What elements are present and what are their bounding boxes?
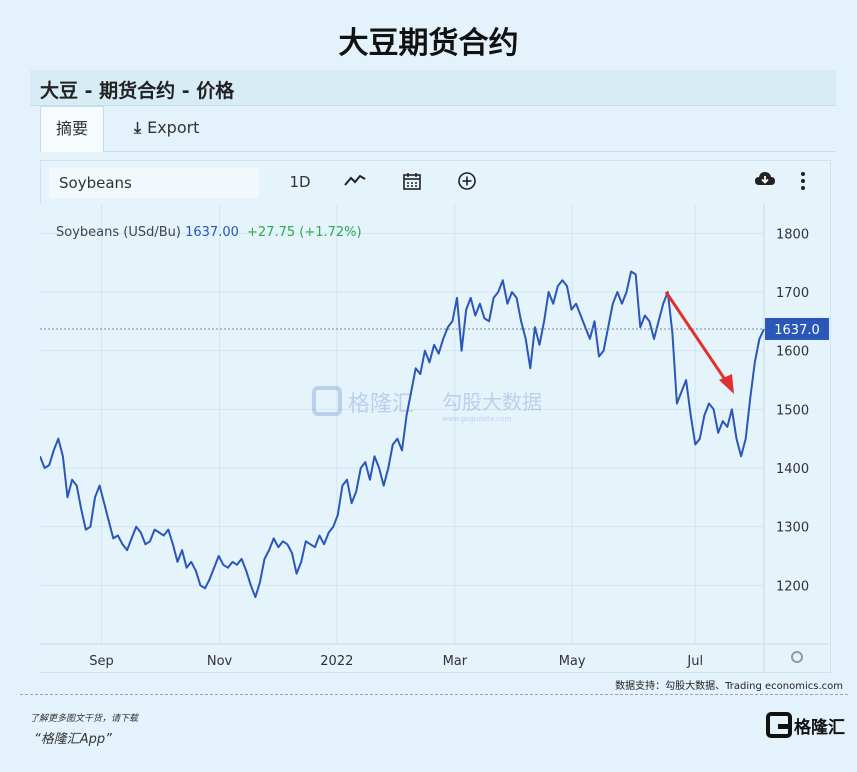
settings-icon	[791, 651, 803, 663]
line-chart-icon[interactable]	[343, 171, 367, 193]
cloud-download-icon[interactable]	[752, 171, 778, 193]
legend-series-name: Soybeans (USd/Bu)	[56, 225, 181, 240]
symbol-input[interactable]: Soybeans	[49, 168, 259, 198]
tab-bar: 摘要 ⤓ Export	[40, 106, 836, 152]
x-tick-label: May	[559, 654, 586, 669]
x-tick-label: Sep	[89, 654, 114, 669]
y-tick-label: 1200	[776, 579, 809, 594]
x-tick-label: 2022	[320, 654, 353, 669]
legend-change: +27.75 (+1.72%)	[247, 225, 362, 240]
add-comparison-icon[interactable]	[455, 171, 479, 197]
brand-logo: 格隆汇	[766, 710, 846, 742]
footer-divider	[20, 694, 848, 695]
annotation-arrow-shaft	[664, 291, 730, 385]
y-tick-label: 1400	[776, 462, 809, 477]
y-tick-label: 1600	[776, 345, 809, 360]
y-tick-label: 1500	[776, 403, 809, 418]
chart-legend: Soybeans (USd/Bu) 1637.00 +27.75 (+1.72%…	[56, 225, 362, 240]
price-chart: 1200 1300 1400 1500 1600 1700 1800 Sep Nov 2022 Ma…	[40, 204, 829, 672]
tab-summary[interactable]: 摘要	[40, 106, 104, 152]
plot-background	[40, 204, 829, 672]
y-tick-label: 1300	[776, 521, 809, 536]
last-price-tag	[765, 317, 829, 340]
page-title: 大豆期货合约	[338, 26, 519, 61]
header-title: 大豆 - 期货合约 - 价格	[40, 80, 235, 102]
logo-text: 格隆汇	[794, 717, 845, 738]
y-tick-label: 1800	[776, 227, 809, 242]
tab-summary-label: 摘要	[55, 119, 88, 138]
promo-line-1: 了解更多图文干货，请下载	[30, 714, 139, 724]
legend-price: 1637.00	[185, 225, 239, 240]
annotation-arrow-head	[719, 374, 734, 394]
export-button[interactable]: ⤓ Export	[134, 106, 199, 152]
series-line	[40, 270, 765, 599]
calendar-icon[interactable]	[400, 171, 424, 197]
more-options-icon[interactable]	[793, 171, 813, 197]
x-tick-label: Nov	[207, 654, 233, 669]
download-icon: ⤓	[134, 118, 142, 137]
x-tick-label: Mar	[443, 654, 468, 669]
y-tick-label: 1700	[776, 286, 809, 301]
last-price-label: 1637.0	[774, 323, 820, 338]
chart-toolbar: Soybeans 1D	[41, 161, 830, 205]
source-note: 数据支持：勾股大数据、Trading economics.com	[615, 681, 843, 692]
export-label: Export	[147, 118, 200, 137]
promo-line-2: “格隆汇App”	[34, 732, 112, 747]
period-button[interactable]: 1D	[289, 173, 311, 191]
header-bar: 大豆 - 期货合约 - 价格	[30, 70, 836, 106]
x-tick-label: Jul	[686, 654, 703, 669]
